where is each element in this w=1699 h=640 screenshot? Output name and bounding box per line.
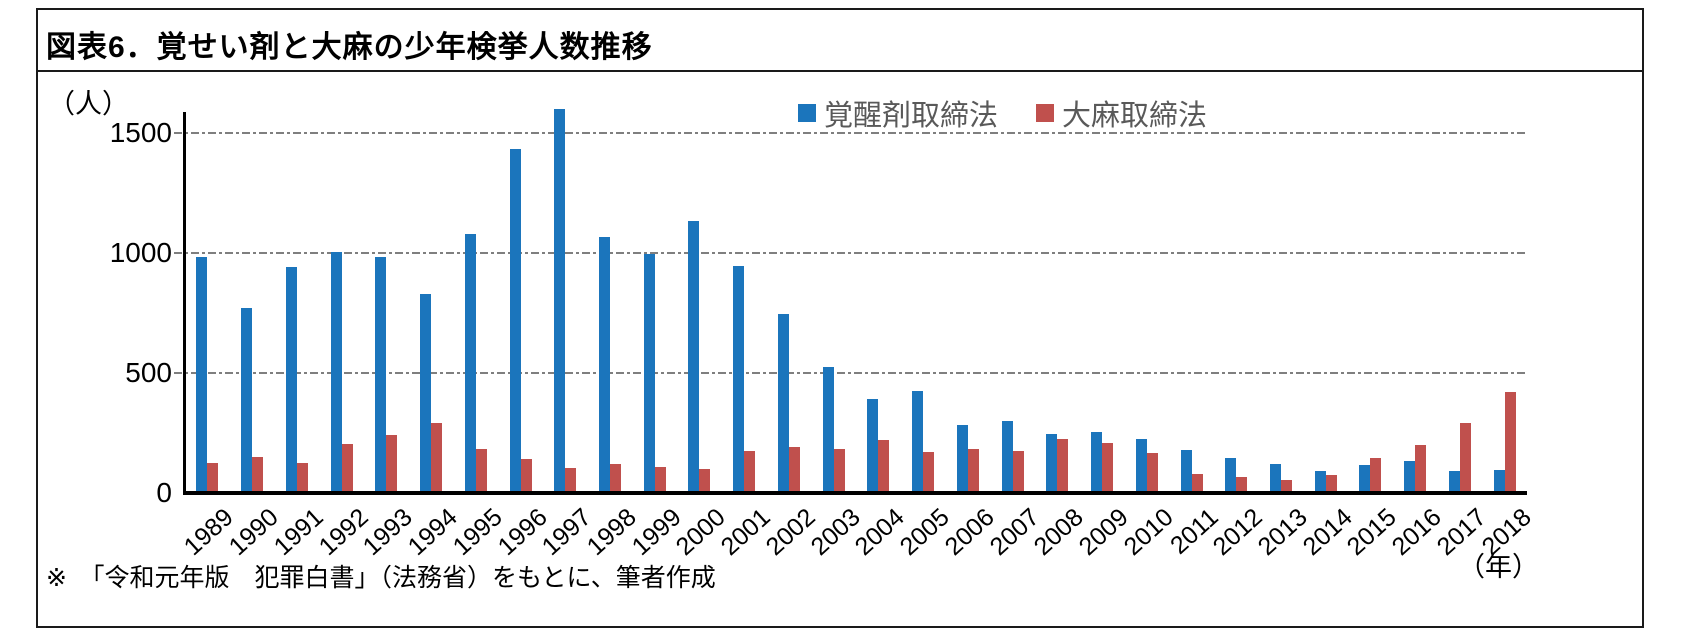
bar-stimulant-1994	[420, 293, 432, 493]
figure-frame	[36, 8, 1644, 628]
bar-stimulant-1998	[598, 237, 610, 493]
bar-cannabis-2005	[923, 452, 935, 493]
bar-stimulant-1989	[196, 256, 208, 493]
bar-stimulant-1999	[643, 254, 655, 493]
bar-stimulant-2011	[1180, 449, 1192, 493]
y-tick-label-0: 0	[156, 477, 172, 508]
legend-swatch-stimulant-icon	[798, 104, 816, 122]
bar-cannabis-1994	[431, 423, 443, 493]
bar-stimulant-2009	[1091, 431, 1103, 493]
y-axis-line	[183, 112, 186, 495]
bar-cannabis-1999	[654, 466, 666, 493]
bar-stimulant-1990	[241, 308, 253, 493]
bar-stimulant-2002	[777, 314, 789, 493]
bar-cannabis-2000	[699, 469, 711, 493]
title-divider	[38, 70, 1642, 72]
legend-label-stimulant: 覚醒剤取締法	[824, 100, 999, 132]
bar-cannabis-2003	[833, 448, 845, 493]
x-axis-unit-label: （年）	[1458, 552, 1539, 582]
bar-cannabis-2014	[1325, 475, 1337, 493]
bar-cannabis-1998	[609, 464, 621, 493]
bar-stimulant-2015	[1359, 465, 1371, 493]
bar-stimulant-2012	[1225, 458, 1237, 493]
bar-stimulant-2008	[1046, 434, 1058, 493]
bar-cannabis-2011	[1191, 473, 1203, 493]
bar-stimulant-2010	[1135, 439, 1147, 493]
legend-item-stimulant: 覚醒剤取締法	[798, 92, 998, 134]
figure-title: 図表6．覚せい剤と大麻の少年検挙人数推移	[46, 31, 653, 64]
x-tick-label-1998: 1998	[581, 503, 642, 562]
bar-stimulant-1996	[509, 148, 521, 493]
bar-stimulant-2003	[822, 367, 834, 493]
bar-cannabis-2018	[1504, 392, 1516, 493]
y-tick-label-500: 500	[125, 357, 172, 388]
gridline-1500	[174, 132, 1527, 134]
gridline-500	[174, 372, 1527, 374]
bar-cannabis-1993	[386, 435, 398, 493]
bar-cannabis-2002	[788, 447, 800, 493]
bar-stimulant-1993	[375, 256, 387, 493]
bar-cannabis-2015	[1370, 458, 1382, 493]
bar-stimulant-2006	[956, 424, 968, 493]
bar-stimulant-2013	[1269, 464, 1281, 493]
y-tick-label-1000: 1000	[109, 237, 172, 268]
bar-cannabis-2013	[1280, 479, 1292, 493]
bar-cannabis-1991	[296, 463, 308, 493]
bar-cannabis-2010	[1146, 453, 1158, 493]
x-tick-label-1995: 1995	[447, 503, 508, 562]
bar-cannabis-1992	[341, 443, 353, 493]
y-axis-unit-label: （人）	[48, 89, 129, 119]
bar-cannabis-2017	[1459, 423, 1471, 493]
bar-stimulant-2017	[1448, 471, 1460, 493]
bar-stimulant-2014	[1314, 471, 1326, 493]
bar-stimulant-1997	[554, 109, 566, 493]
gridline-1000	[174, 252, 1527, 254]
bar-cannabis-2009	[1102, 442, 1114, 493]
bar-stimulant-2004	[867, 399, 879, 493]
bar-stimulant-2001	[733, 266, 745, 493]
x-tick-label-1991: 1991	[268, 503, 329, 562]
bar-cannabis-2012	[1236, 477, 1248, 493]
bar-cannabis-2007	[1012, 451, 1024, 493]
x-tick-label-2006: 2006	[939, 503, 1000, 562]
bar-cannabis-1996	[520, 459, 532, 493]
bar-stimulant-2018	[1493, 470, 1505, 493]
bar-cannabis-2006	[967, 448, 979, 493]
bar-stimulant-2007	[1001, 421, 1013, 493]
source-footnote: ※ 「令和元年版 犯罪白書」（法務省）をもとに、筆者作成	[46, 564, 716, 592]
x-tick-label-2002: 2002	[760, 503, 821, 562]
bar-cannabis-2008	[1057, 439, 1069, 493]
bar-stimulant-2000	[688, 220, 700, 493]
legend-label-cannabis: 大麻取締法	[1062, 100, 1208, 132]
legend-swatch-cannabis-icon	[1036, 104, 1055, 122]
x-axis-line	[183, 491, 1527, 495]
bar-cannabis-2001	[744, 451, 756, 493]
bar-cannabis-1989	[207, 463, 219, 493]
legend-item-cannabis: 大麻取締法	[1036, 92, 1207, 134]
bar-cannabis-1990	[252, 457, 264, 493]
bar-cannabis-1997	[565, 467, 577, 493]
y-tick-label-1500: 1500	[109, 117, 172, 148]
bar-cannabis-2004	[878, 440, 890, 493]
bar-cannabis-2016	[1415, 445, 1427, 493]
bar-stimulant-1992	[330, 251, 342, 493]
x-tick-label-2013: 2013	[1252, 503, 1313, 562]
bar-stimulant-1991	[285, 267, 297, 493]
chart-legend: 覚醒剤取締法 大麻取締法	[798, 92, 1207, 134]
bar-stimulant-2005	[912, 391, 924, 493]
bar-stimulant-1995	[464, 233, 476, 493]
bar-cannabis-1995	[475, 448, 487, 493]
x-tick-label-2010: 2010	[1118, 503, 1179, 562]
bar-stimulant-2016	[1404, 460, 1416, 493]
